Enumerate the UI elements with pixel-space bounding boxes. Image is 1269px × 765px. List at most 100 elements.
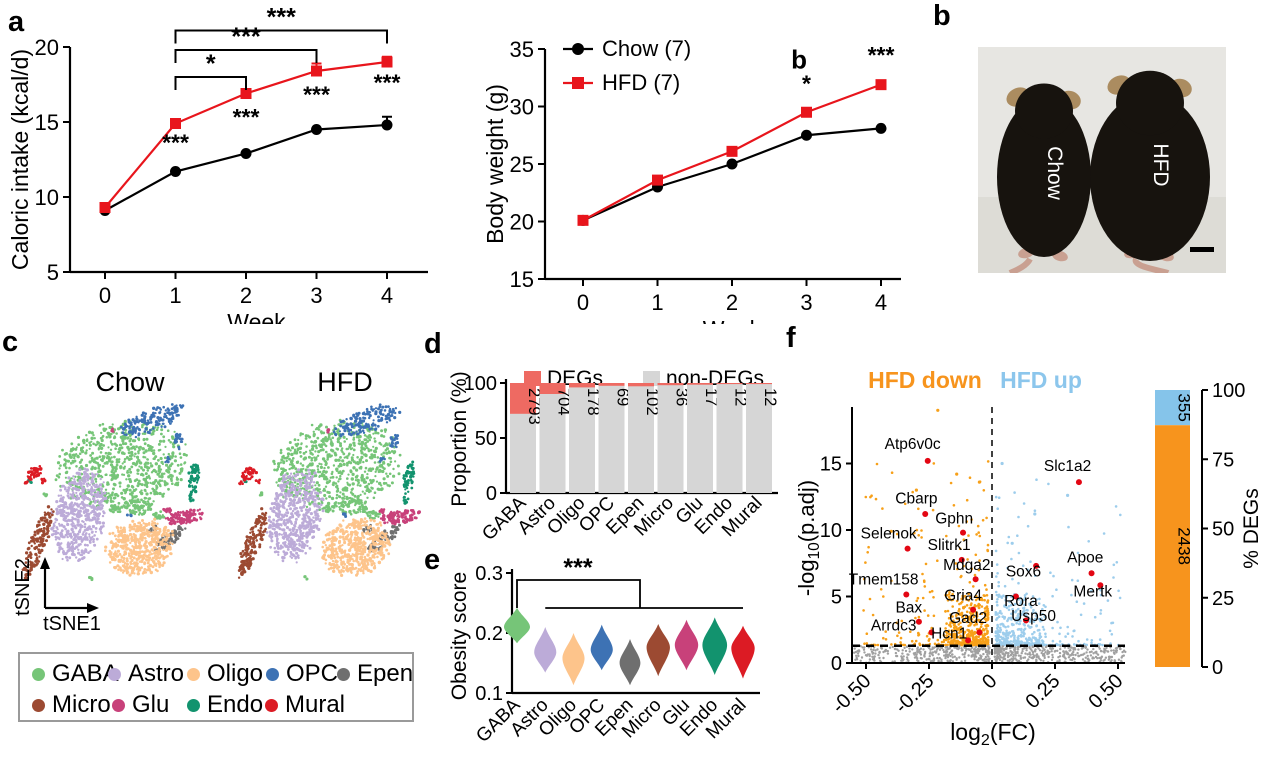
legend-item-opc: OPC bbox=[266, 661, 338, 687]
bar-nondeg-Endo bbox=[716, 383, 743, 493]
y-tick-label: 20 bbox=[510, 210, 534, 235]
significance-stars: *** bbox=[233, 104, 260, 130]
legend-dot bbox=[32, 698, 45, 712]
deg-count-Oligo: 178 bbox=[584, 388, 602, 416]
gene-label-Gria4: Gria4 bbox=[944, 587, 982, 604]
y-axis-title: Proportion (%) bbox=[450, 371, 471, 506]
legend-label: HFD (7) bbox=[602, 70, 680, 95]
bar-deg-Astro bbox=[539, 383, 566, 394]
violin-Glu bbox=[674, 619, 699, 671]
volcano-svg: HFD down HFD up 0 5 10 15 -0.50 -0.25 0 0.25 0.50 -… bbox=[794, 367, 1128, 749]
x-tick-label: 0 bbox=[99, 283, 111, 308]
deg-count-GABA: 2793 bbox=[525, 388, 543, 425]
tsne-title-hfd: HFD bbox=[317, 367, 373, 397]
bar-deg-Epen bbox=[628, 383, 654, 387]
tsne1-label: tSNE1 bbox=[43, 613, 101, 635]
legend-label: Endo bbox=[207, 691, 264, 718]
HFD (7)-point bbox=[726, 145, 738, 157]
y-tick-label: 15 bbox=[820, 454, 842, 476]
legend-dot bbox=[108, 667, 121, 681]
y-tick-label: 0 bbox=[831, 653, 842, 675]
gene-label-Mdga2: Mdga2 bbox=[943, 557, 990, 574]
gene-point-Mertk bbox=[1097, 582, 1104, 589]
bar-nondeg-Oligo bbox=[569, 383, 595, 493]
gene-point-Cbarp bbox=[922, 511, 929, 518]
bar-nondeg-Astro bbox=[539, 383, 566, 493]
HFD-point bbox=[240, 88, 252, 99]
legend-item-glu: Glu bbox=[112, 692, 169, 718]
gene-point-Tmem158 bbox=[903, 591, 910, 598]
bar-down-segment bbox=[1155, 425, 1190, 667]
violin-GABA bbox=[504, 607, 530, 644]
panel-label-d: d bbox=[424, 328, 442, 360]
Chow (7)-point bbox=[875, 122, 887, 134]
y-tick-label: 5 bbox=[831, 587, 842, 609]
violin-Oligo bbox=[562, 633, 585, 686]
bar-nondeg-Mural bbox=[746, 383, 772, 493]
legend-dot bbox=[187, 698, 200, 712]
gene-point-Atp6v0c bbox=[924, 457, 931, 464]
mouse-head bbox=[1116, 70, 1184, 136]
significance-stars: * bbox=[206, 50, 216, 78]
violin-Mural bbox=[731, 625, 755, 679]
mouse-tail bbox=[1008, 257, 1033, 273]
y-tick-label: 0.3 bbox=[475, 563, 503, 585]
legend-item-gaba: GABA bbox=[32, 661, 119, 687]
HFD (7)-point bbox=[652, 174, 663, 186]
comparison-bracket bbox=[174, 49, 318, 63]
y-tick-label: 35 bbox=[510, 37, 534, 62]
legend-dot bbox=[266, 667, 279, 681]
gene-label-Mertk: Mertk bbox=[1073, 584, 1112, 601]
y-axis-title: Body weight (g) bbox=[482, 84, 508, 244]
scale-tick-label: 0 bbox=[1212, 657, 1223, 679]
violin-Micro bbox=[646, 624, 670, 677]
gene-label-Gad2: Gad2 bbox=[949, 610, 987, 627]
x-axis-title: log2(FC) bbox=[950, 719, 1036, 749]
gene-label-Slitrk1: Slitrk1 bbox=[928, 537, 971, 554]
y-axis-title: -log10(p.adj) bbox=[798, 480, 823, 596]
Chow (7)-line bbox=[582, 127, 882, 222]
mouse-label-chow: Chow bbox=[1043, 146, 1066, 201]
x-tick-label: 4 bbox=[381, 283, 393, 308]
mouse-head bbox=[1015, 83, 1073, 139]
gene-label-Apoe: Apoe bbox=[1067, 550, 1103, 567]
tsne-plots: Chow HFD tSNE2 tSNE1 bbox=[12, 345, 450, 647]
Chow-point bbox=[170, 166, 181, 177]
x-tick-label: 4 bbox=[875, 290, 887, 315]
Chow-point bbox=[311, 124, 322, 135]
gene-label-Tmem158: Tmem158 bbox=[849, 572, 919, 589]
panel-label-c: c bbox=[2, 326, 19, 358]
gene-point-Usp50 bbox=[1023, 617, 1030, 624]
HFD (7)-point bbox=[875, 79, 887, 91]
x-axis-title: Week bbox=[703, 316, 762, 324]
HFD (7)-point bbox=[577, 214, 589, 226]
mice-photo-svg: Chow HFD bbox=[978, 47, 1226, 273]
arrow-head-right bbox=[87, 603, 99, 613]
gene-label-Arrdc3: Arrdc3 bbox=[871, 617, 917, 634]
y-tick-label: 15 bbox=[510, 267, 534, 292]
tsne-cloud-hfd bbox=[237, 403, 421, 581]
y-tick-label: 25 bbox=[510, 152, 534, 177]
bar-deg-Oligo bbox=[569, 383, 595, 388]
gene-label-Gphn: Gphn bbox=[935, 510, 973, 527]
mice-photo: Chow HFD bbox=[978, 47, 1226, 273]
mouse-tail bbox=[1132, 257, 1170, 273]
x-tick-label: 0.25 bbox=[1021, 670, 1064, 713]
Chow-point bbox=[240, 148, 252, 159]
Chow (7)-point bbox=[726, 158, 738, 170]
legend-swatch-nondegs bbox=[643, 371, 660, 386]
legend-item-oligo: Oligo bbox=[187, 661, 263, 687]
tsne2-label: tSNE2 bbox=[15, 558, 34, 616]
x-tick-label: 2 bbox=[240, 283, 252, 308]
gene-label-Bax: Bax bbox=[895, 599, 922, 616]
bar-deg-Endo bbox=[716, 383, 743, 385]
y-tick-label: 0.1 bbox=[475, 683, 503, 705]
significance-stars: *** bbox=[162, 130, 189, 156]
panel-label-e: e bbox=[424, 544, 441, 576]
legend-label: Epen bbox=[357, 660, 414, 687]
legend-item-epen: Epen bbox=[337, 661, 413, 687]
HFD-point bbox=[170, 118, 181, 129]
HFD-point bbox=[311, 65, 322, 77]
